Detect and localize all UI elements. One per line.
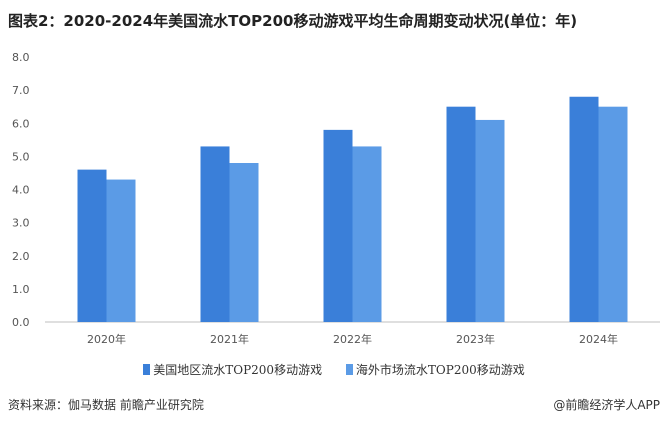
- bars: [77, 96, 628, 322]
- y-tick-label: 8.0: [12, 51, 30, 64]
- bar-series-1: [598, 106, 628, 322]
- bar-series-0: [200, 146, 230, 322]
- legend: 美国地区流水TOP200移动游戏 海外市场流水TOP200移动游戏: [0, 361, 668, 378]
- x-axis-ticks: 2020年 2021年 2022年 2023年 2024年: [87, 332, 618, 346]
- chart-title: 图表2：2020-2024年美国流水TOP200移动游戏平均生命周期变动状况(单…: [8, 12, 578, 30]
- y-tick-label: 5.0: [12, 150, 30, 163]
- bar-series-1: [352, 146, 382, 322]
- y-tick-label: 3.0: [12, 217, 30, 230]
- x-tick-label: 2023年: [456, 332, 495, 346]
- bar-series-0: [77, 169, 107, 322]
- legend-label-us: 美国地区流水TOP200移动游戏: [153, 363, 323, 377]
- legend-swatch-us: [143, 364, 151, 375]
- legend-item-us: 美国地区流水TOP200移动游戏: [143, 361, 322, 378]
- bar-series-1: [229, 163, 259, 322]
- y-tick-label: 2.0: [12, 250, 30, 263]
- bar-series-0: [323, 129, 353, 322]
- y-tick-label: 0.0: [12, 316, 30, 329]
- y-axis-ticks: 0.0 1.0 2.0 3.0 4.0 5.0 6.0 7.0 8.0: [12, 51, 30, 329]
- x-tick-label: 2024年: [579, 332, 618, 346]
- bar-series-0: [446, 106, 476, 322]
- brand-credit: @前瞻经济学人APP: [553, 398, 660, 412]
- bar-chart: 0.01.02.03.04.05.06.07.08.0 2020年 2021年 20…: [12, 51, 660, 346]
- y-tick-label: 6.0: [12, 117, 30, 130]
- y-tick-label: 7.0: [12, 84, 30, 97]
- y-tick-label: 1.0: [12, 283, 30, 296]
- bar-series-0: [569, 96, 599, 322]
- source-note: 资料来源：伽马数据 前瞻产业研究院: [8, 398, 204, 412]
- y-tick-label: 4.0: [12, 184, 30, 197]
- legend-swatch-overseas: [345, 364, 353, 375]
- x-tick-label: 2021年: [210, 332, 249, 346]
- x-tick-label: 2022年: [333, 332, 372, 346]
- bar-series-1: [475, 119, 505, 322]
- x-tick-label: 2020年: [87, 332, 126, 346]
- legend-item-overseas: 海外市场流水TOP200移动游戏: [345, 361, 525, 378]
- bar-series-1: [106, 179, 136, 322]
- legend-label-overseas: 海外市场流水TOP200移动游戏: [355, 363, 525, 377]
